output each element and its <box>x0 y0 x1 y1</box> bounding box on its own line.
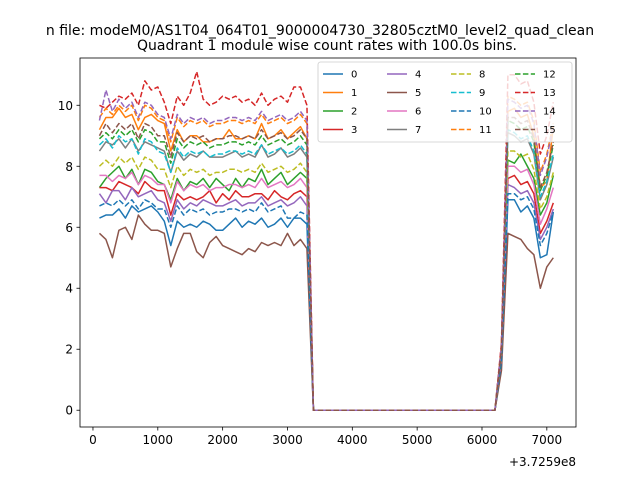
y-tick-label: 4 <box>65 282 73 296</box>
legend-label-11: 11 <box>479 125 492 136</box>
y-tick-label: 6 <box>65 221 73 235</box>
chart-title: Quadrant 1 module wise count rates with … <box>137 38 517 54</box>
series-line-12 <box>98 119 555 411</box>
legend-box <box>317 61 573 143</box>
legend-label-7: 7 <box>415 125 421 136</box>
legend-label-9: 9 <box>479 88 485 99</box>
series-line-15 <box>98 116 555 411</box>
series-line-14 <box>98 89 555 411</box>
legend-label-6: 6 <box>415 107 421 118</box>
y-tick-label: 10 <box>58 99 73 113</box>
legend-label-5: 5 <box>415 88 421 99</box>
series-layer <box>98 70 555 411</box>
x-tick-label: 0 <box>89 433 97 447</box>
legend-label-2: 2 <box>351 107 357 118</box>
x-axis: 0 1000 2000 3000 4000 5000 6000 7000 <box>89 427 562 447</box>
y-tick-label: 8 <box>65 160 73 174</box>
x-tick-label: 7000 <box>532 433 563 447</box>
legend-label-4: 4 <box>415 70 421 81</box>
legend-label-15: 15 <box>543 125 556 136</box>
legend-label-14: 14 <box>543 107 556 118</box>
x-tick-label: 4000 <box>337 433 368 447</box>
x-tick-label: 6000 <box>467 433 498 447</box>
figure-suptitle: n file: modeM0/AS1T04_064T01_9000004730_… <box>46 23 594 39</box>
x-tick-label: 3000 <box>272 433 303 447</box>
plot-frame <box>79 57 577 428</box>
legend-label-13: 13 <box>543 88 556 99</box>
y-tick-label: 0 <box>65 404 73 418</box>
x-offset-label: +3.7259e8 <box>509 455 576 469</box>
y-tick-label: 2 <box>65 343 73 357</box>
legend-label-1: 1 <box>351 88 357 99</box>
legend-label-10: 10 <box>479 107 492 118</box>
x-tick-label: 1000 <box>143 433 174 447</box>
legend-label-3: 3 <box>351 125 357 136</box>
legend-label-0: 0 <box>351 70 357 81</box>
x-tick-label: 5000 <box>402 433 433 447</box>
y-axis: 0 2 4 6 8 10 <box>58 99 80 418</box>
legend-label-8: 8 <box>479 70 485 81</box>
legend-label-12: 12 <box>543 70 556 81</box>
x-tick-label: 2000 <box>207 433 238 447</box>
